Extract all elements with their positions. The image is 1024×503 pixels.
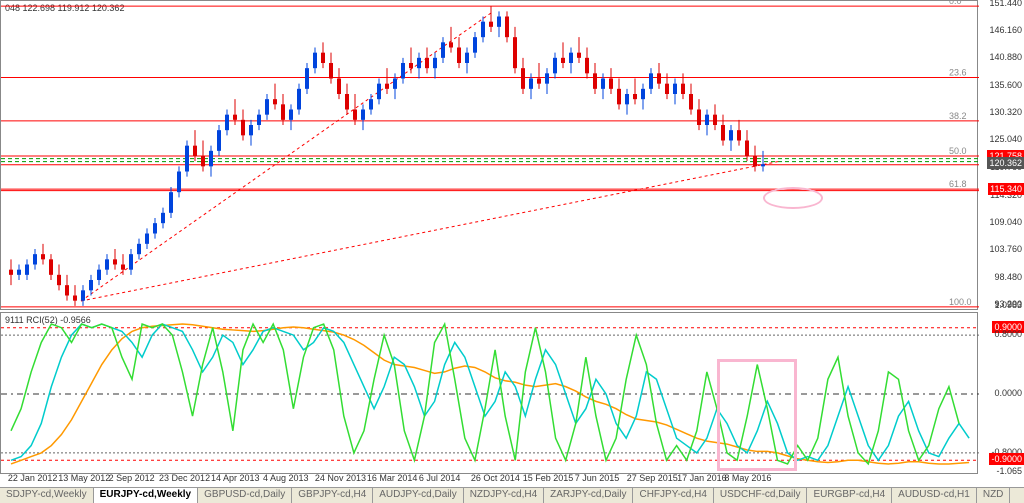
- chart-container: 048 122.698 119.912 120.362 0.023.638.25…: [0, 0, 1024, 503]
- annotation-ellipse: [763, 187, 823, 209]
- tab-audusd-cd-h1[interactable]: AUDUSD-cd,H1: [892, 488, 977, 503]
- tab-chfjpy-cd-h4[interactable]: CHFJPY-cd,H4: [633, 488, 713, 503]
- y-axis-indicator: 0.90000.80000.0000-0.8000-0.9000-1.065: [978, 312, 1024, 474]
- tab-nzdjpy-cd-h4[interactable]: NZDJPY-cd,H4: [464, 488, 544, 503]
- svg-text:100.0: 100.0: [949, 297, 972, 307]
- symbol-tabs: SDJPY-cd,WeeklyEURJPY-cd,WeeklyGBPUSD-cd…: [0, 487, 1024, 503]
- svg-text:0.0: 0.0: [949, 1, 962, 6]
- tab-audjpy-cd-daily[interactable]: AUDJPY-cd,Daily: [373, 488, 463, 503]
- tab-gbpusd-cd-daily[interactable]: GBPUSD-cd,Daily: [198, 488, 292, 503]
- svg-text:23.6: 23.6: [949, 67, 967, 77]
- tab-zarjpy-cd-daily[interactable]: ZARJPY-cd,Daily: [544, 488, 633, 503]
- tab-usdchf-cd-daily[interactable]: USDCHF-cd,Daily: [714, 488, 808, 503]
- y-axis-price: 151.440146.160140.880135.600130.320125.0…: [978, 0, 1024, 310]
- svg-text:38.2: 38.2: [949, 111, 967, 121]
- tab-gbpjpy-cd-h4[interactable]: GBPJPY-cd,H4: [292, 488, 373, 503]
- tab-sdjpy-cd-weekly[interactable]: SDJPY-cd,Weekly: [0, 488, 94, 503]
- tab-nzd[interactable]: NZD: [977, 488, 1011, 503]
- x-axis-time: 22 Jan 201213 May 20122 Sep 201223 Dec 2…: [0, 473, 978, 487]
- svg-text:50.0: 50.0: [949, 146, 967, 156]
- main-price-chart[interactable]: 048 122.698 119.912 120.362 0.023.638.25…: [0, 0, 978, 310]
- rci-indicator-chart[interactable]: 9111 RCI(52) -0.9566: [0, 312, 978, 474]
- tab-eurjpy-cd-weekly[interactable]: EURJPY-cd,Weekly: [94, 488, 199, 503]
- annotation-rect: [717, 359, 797, 471]
- tab-eurgbp-cd-h4[interactable]: EURGBP-cd,H4: [807, 488, 892, 503]
- svg-text:61.8: 61.8: [949, 179, 967, 189]
